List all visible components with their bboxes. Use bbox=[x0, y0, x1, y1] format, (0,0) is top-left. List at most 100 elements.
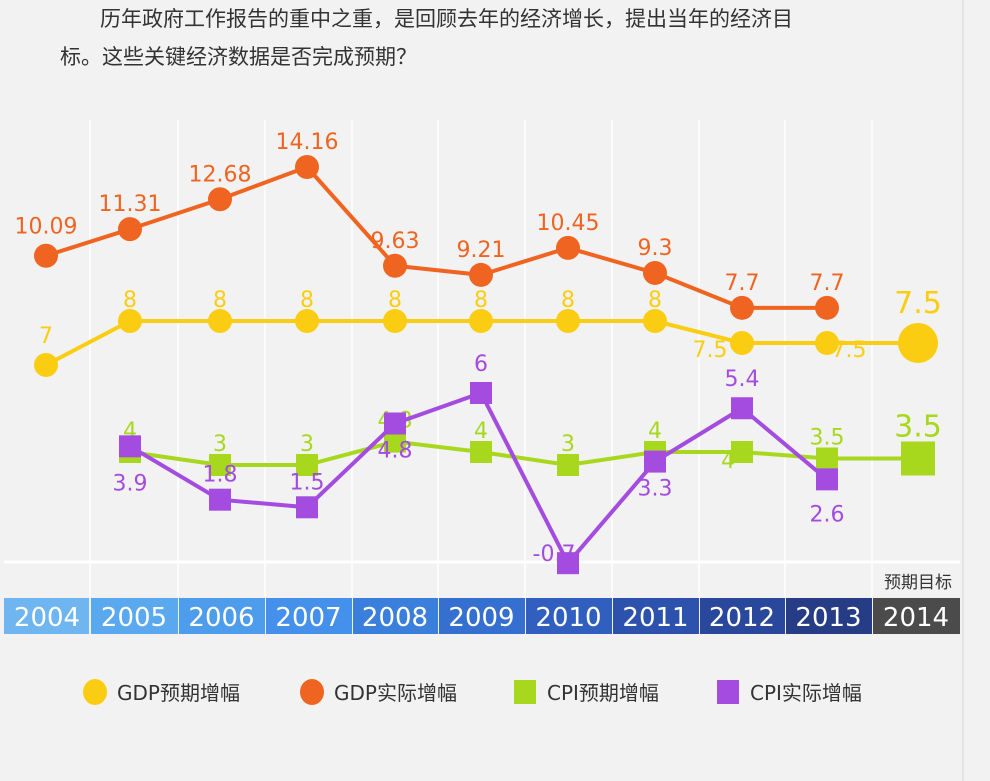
year-label: 2011 bbox=[622, 603, 688, 633]
data-point bbox=[209, 488, 231, 511]
data-point bbox=[901, 441, 935, 476]
legend-label: CPI预期增幅 bbox=[547, 681, 659, 705]
data-label: 7.5 bbox=[894, 286, 942, 321]
data-label: 5.4 bbox=[725, 367, 760, 392]
series-3: 3.9 1.8 1.5 4.8 6 -0.7 3.3 5.4 2.6 bbox=[113, 352, 845, 575]
data-point bbox=[383, 253, 407, 278]
legend-item: GDP实际增幅 bbox=[300, 679, 457, 705]
data-label: 7.5 bbox=[693, 338, 728, 363]
year-label: 2006 bbox=[188, 603, 254, 633]
data-point bbox=[208, 309, 232, 333]
year-cell bbox=[786, 598, 872, 634]
year-label: 2014 bbox=[883, 603, 949, 633]
data-point bbox=[296, 496, 318, 519]
year-label: 2012 bbox=[709, 603, 775, 633]
intro-line-1: 历年政府工作报告的重中之重，是回顾去年的经济增长，提出当年的经济目 bbox=[100, 7, 793, 31]
legend-item: CPI实际增幅 bbox=[717, 680, 862, 705]
legend-marker bbox=[514, 680, 536, 704]
data-label: 9.63 bbox=[371, 229, 420, 254]
data-label: 7.7 bbox=[725, 271, 760, 296]
legend-item: GDP预期增幅 bbox=[83, 679, 240, 705]
year-label: 2007 bbox=[275, 603, 341, 633]
data-label: 8 bbox=[123, 288, 137, 313]
data-label: 2.6 bbox=[810, 502, 845, 527]
intro-line-2: 标。这些关键经济数据是否完成预期？ bbox=[60, 45, 417, 69]
legend-item: CPI预期增幅 bbox=[514, 680, 659, 705]
data-label: 8 bbox=[648, 288, 662, 313]
data-label: 7.7 bbox=[810, 271, 845, 296]
data-label: 14.16 bbox=[276, 130, 339, 155]
data-label: 3 bbox=[300, 432, 314, 457]
data-label: 8 bbox=[300, 288, 314, 313]
year-cell bbox=[613, 598, 699, 634]
data-label: 3 bbox=[561, 432, 575, 457]
data-label: 3.3 bbox=[638, 477, 673, 502]
data-point bbox=[384, 430, 406, 453]
year-cell bbox=[266, 598, 352, 634]
legend-marker bbox=[83, 679, 107, 705]
year-label: 2013 bbox=[795, 603, 861, 633]
data-label: 3.5 bbox=[810, 426, 845, 451]
data-point bbox=[118, 309, 142, 333]
data-label: 3.5 bbox=[894, 410, 942, 445]
intro-text: 历年政府工作报告的重中之重，是回顾去年的经济增长，提出当年的经济目 标。这些关键… bbox=[60, 0, 960, 76]
year-cell bbox=[179, 598, 265, 634]
year-cell bbox=[439, 598, 525, 634]
data-point bbox=[816, 447, 838, 470]
data-point bbox=[557, 454, 579, 476]
data-point bbox=[34, 243, 58, 268]
data-point bbox=[730, 331, 754, 355]
year-cell bbox=[4, 598, 89, 634]
data-label: 8 bbox=[474, 288, 488, 313]
data-label: 8 bbox=[388, 288, 402, 313]
data-point bbox=[208, 187, 232, 212]
data-point bbox=[295, 309, 319, 333]
data-point bbox=[34, 353, 58, 377]
data-point bbox=[816, 468, 838, 491]
data-label: 6 bbox=[474, 352, 488, 377]
year-cell bbox=[526, 598, 612, 634]
data-label: 7.5 bbox=[832, 338, 867, 363]
data-label: 9.3 bbox=[638, 236, 673, 261]
year-label: 2009 bbox=[448, 603, 514, 633]
data-label: 10.09 bbox=[15, 215, 78, 240]
data-point bbox=[556, 309, 580, 333]
data-point bbox=[731, 397, 753, 420]
legend-marker bbox=[717, 680, 739, 704]
data-point bbox=[730, 295, 754, 320]
year-label: 2008 bbox=[362, 603, 428, 633]
legend-label: CPI实际增幅 bbox=[750, 681, 862, 705]
data-point bbox=[470, 441, 492, 463]
data-label: 4 bbox=[474, 419, 488, 444]
data-label: 1.5 bbox=[290, 470, 325, 495]
year-label: 2010 bbox=[535, 603, 601, 633]
year-label: 2004 bbox=[14, 603, 80, 633]
data-point bbox=[557, 552, 579, 575]
data-label: 4 bbox=[648, 419, 662, 444]
data-point bbox=[556, 235, 580, 260]
data-point bbox=[118, 217, 142, 242]
year-label: 2005 bbox=[101, 603, 167, 633]
data-label: 1.8 bbox=[203, 463, 238, 488]
data-point bbox=[644, 450, 666, 473]
data-point bbox=[643, 309, 667, 333]
series-0: 7 8 8 8 8 8 8 8 7.5 7.5 7.5 bbox=[34, 286, 942, 377]
data-label: 3 bbox=[213, 432, 227, 457]
legend-label: GDP实际增幅 bbox=[334, 681, 457, 705]
data-point bbox=[643, 260, 667, 285]
data-label: 7 bbox=[39, 324, 53, 349]
data-label: 8 bbox=[213, 288, 227, 313]
series-1: 10.09 11.31 12.68 14.16 9.63 9.21 10.45 9.3 7.7 7… bbox=[15, 130, 845, 320]
legend-marker bbox=[300, 679, 324, 705]
data-label: 3.9 bbox=[113, 471, 148, 496]
data-point bbox=[296, 454, 318, 476]
legend-label: GDP预期增幅 bbox=[117, 681, 240, 705]
year-cell bbox=[353, 598, 438, 634]
data-point bbox=[470, 382, 492, 404]
data-point bbox=[384, 412, 406, 435]
data-label: -0.7 bbox=[533, 542, 576, 567]
year-cell bbox=[91, 598, 178, 634]
data-label: 4.8 bbox=[378, 438, 413, 463]
